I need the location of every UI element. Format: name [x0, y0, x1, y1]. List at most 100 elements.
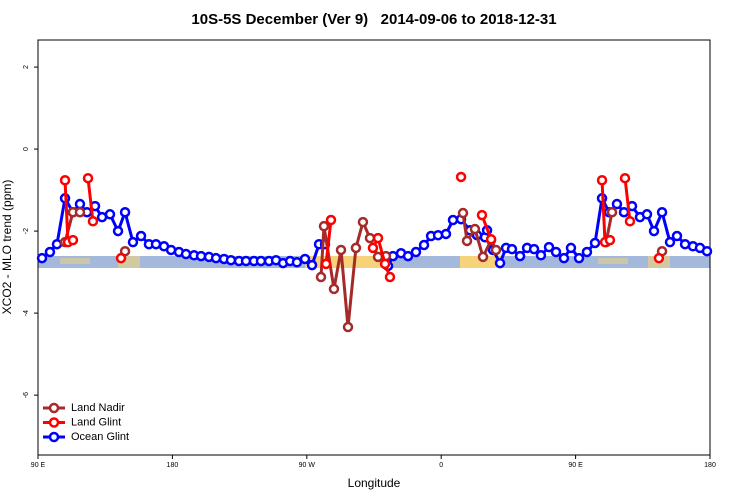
data-point: [410, 246, 422, 258]
data-point: [87, 216, 99, 227]
data-point: [135, 230, 147, 242]
data-point: [112, 225, 124, 237]
data-point: [457, 207, 469, 219]
data-point: [364, 232, 376, 244]
data-point: [418, 239, 430, 251]
x-tick-label: 90 E: [31, 462, 46, 469]
data-point: [490, 244, 502, 256]
data-point: [543, 241, 555, 253]
data-point: [318, 220, 330, 232]
data-point: [180, 248, 192, 260]
data-point: [611, 198, 623, 210]
data-point: [573, 252, 585, 264]
data-point: [494, 257, 506, 269]
data-point: [82, 172, 94, 184]
data-point: [653, 252, 665, 264]
data-point: [379, 258, 391, 270]
data-point: [104, 209, 116, 220]
legend-label: Ocean Glint: [71, 431, 129, 443]
data-point: [342, 321, 354, 333]
data-point: [656, 206, 668, 218]
data-point: [350, 242, 362, 254]
data-point: [127, 236, 139, 248]
data-point: [477, 251, 489, 263]
data-point: [589, 237, 601, 249]
data-point: [528, 243, 540, 255]
legend-label: Land Nadir: [71, 402, 125, 414]
data-point: [384, 271, 396, 283]
x-tick-label: 180: [704, 462, 716, 469]
data-point: [325, 214, 337, 226]
data-point: [485, 234, 497, 245]
data-point: [565, 242, 577, 254]
data-point: [701, 245, 713, 257]
data-point: [506, 243, 518, 255]
data-point: [641, 209, 653, 220]
data-point: [619, 172, 631, 184]
x-tick-label: 90 W: [299, 462, 316, 469]
data-point: [514, 250, 526, 262]
data-point: [74, 206, 86, 218]
data-point: [115, 252, 127, 264]
data-point: [535, 250, 547, 261]
data-point: [664, 236, 676, 248]
data-point: [402, 250, 414, 262]
data-point: [255, 255, 267, 267]
data-point: [606, 206, 618, 218]
data-point: [604, 234, 616, 246]
data-point: [89, 200, 101, 212]
data-point: [291, 257, 303, 268]
data-point: [481, 225, 493, 236]
data-point: [469, 223, 481, 235]
data-point: [210, 252, 222, 264]
data-point: [36, 252, 48, 264]
data-point: [299, 253, 311, 265]
y-tick-label: 0: [23, 147, 30, 151]
x-tick-label: 180: [167, 462, 179, 469]
data-point: [44, 246, 56, 258]
legend-marker: [48, 417, 60, 428]
data-point: [558, 252, 570, 264]
data-point: [335, 244, 347, 256]
data-point: [461, 235, 473, 247]
data-point: [648, 225, 660, 237]
y-tick-label: -4: [23, 310, 30, 316]
data-point: [618, 206, 630, 218]
data-point: [581, 246, 593, 258]
data-point: [596, 174, 608, 186]
legend-marker: [48, 402, 60, 414]
data-point: [432, 229, 444, 241]
y-axis-label: XCO2 - MLO trend (ppm): [0, 180, 14, 315]
x-axis-label: Longitude: [348, 476, 401, 490]
y-tick-label: 2: [23, 65, 30, 69]
data-point: [119, 206, 131, 218]
data-point: [550, 246, 562, 258]
data-point: [67, 234, 79, 246]
data-point: [315, 271, 327, 283]
data-point: [150, 238, 162, 250]
data-point: [328, 283, 340, 295]
data-point: [372, 232, 384, 244]
y-tick-label: -2: [23, 228, 30, 234]
legend-label: Land Glint: [71, 416, 121, 428]
data-point: [306, 259, 318, 271]
data-point: [74, 198, 86, 210]
data-point: [440, 228, 452, 240]
chart-title: 10S-5S December (Ver 9) 2014-09-06 to 20…: [191, 11, 556, 28]
data-point: [671, 230, 683, 242]
data-point: [626, 200, 638, 212]
data-point: [624, 216, 636, 227]
series-line: [65, 212, 662, 327]
data-point: [367, 242, 379, 254]
x-tick-label: 0: [439, 462, 443, 469]
y-tick-label: -6: [23, 392, 30, 398]
x-tick-label: 90 E: [568, 462, 583, 469]
data-point: [320, 258, 332, 270]
data-point: [357, 216, 369, 228]
data-point: [476, 209, 488, 221]
legend-marker: [48, 431, 60, 443]
data-point: [447, 214, 459, 226]
data-point: [51, 238, 63, 250]
